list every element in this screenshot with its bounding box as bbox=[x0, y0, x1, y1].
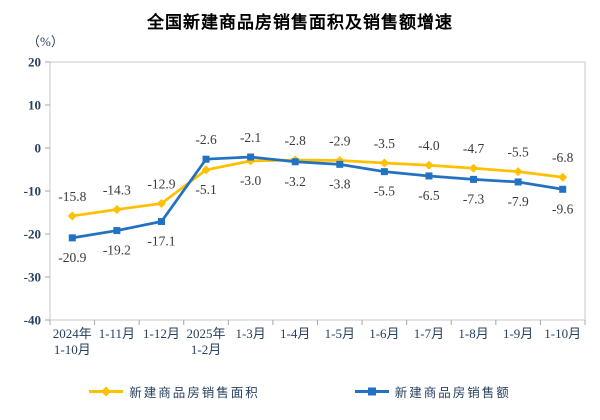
data-label: -6.5 bbox=[418, 188, 440, 203]
x-category-label: 1-5月 bbox=[325, 326, 355, 341]
x-category-label: 2024年 1-10月 bbox=[53, 326, 92, 357]
diamond-marker bbox=[558, 172, 568, 182]
square-marker bbox=[247, 153, 255, 161]
square-marker bbox=[157, 218, 165, 226]
data-label: -19.2 bbox=[103, 243, 131, 258]
x-category-label: 1-9月 bbox=[503, 326, 533, 341]
square-marker bbox=[559, 185, 567, 193]
data-label: -20.9 bbox=[58, 250, 86, 265]
data-label: -2.1 bbox=[240, 130, 261, 145]
data-label: -14.3 bbox=[103, 182, 131, 197]
square-marker bbox=[470, 175, 478, 183]
data-label: -4.7 bbox=[463, 141, 485, 156]
y-tick-label: 0 bbox=[35, 141, 42, 156]
diamond-marker bbox=[379, 158, 389, 168]
y-axis-unit-label: （%） bbox=[27, 34, 64, 49]
diamond-marker bbox=[112, 204, 122, 214]
square-marker bbox=[336, 160, 344, 168]
legend-label-sales-area: 新建商品房销售面积 bbox=[129, 385, 260, 400]
y-tick-label: -20 bbox=[24, 227, 41, 242]
x-category-label: 1-6月 bbox=[369, 326, 399, 341]
y-tick-label: -30 bbox=[24, 270, 41, 285]
square-marker bbox=[113, 227, 121, 235]
diamond-marker bbox=[201, 165, 211, 175]
data-label: -3.5 bbox=[374, 136, 396, 151]
diamond-marker bbox=[469, 163, 479, 173]
x-category-label: 1-4月 bbox=[280, 326, 310, 341]
data-label: -15.8 bbox=[58, 189, 86, 204]
x-category-label: 1-11月 bbox=[99, 326, 135, 341]
y-tick-label: -40 bbox=[24, 313, 41, 328]
y-tick-label: -10 bbox=[24, 184, 41, 199]
x-category-label: 1-10月 bbox=[544, 326, 581, 341]
x-category-label: 1-7月 bbox=[414, 326, 444, 341]
square-marker bbox=[425, 172, 433, 180]
data-label: -17.1 bbox=[147, 234, 175, 249]
data-label: -2.6 bbox=[195, 132, 217, 147]
square-marker bbox=[514, 178, 522, 186]
square-marker bbox=[291, 158, 299, 166]
legend-label-sales-amount: 新建商品房销售额 bbox=[394, 385, 511, 400]
diamond-marker bbox=[424, 160, 434, 170]
legend-item-sales-area: 新建商品房销售面积 bbox=[89, 382, 260, 401]
plot-area: 20 10 0 -10 -20 -30 -40 2024年 1-10月 1-11月 1-12月 202… bbox=[24, 55, 586, 357]
data-label: -3.8 bbox=[329, 176, 351, 191]
square-marker bbox=[380, 168, 388, 176]
diamond-marker bbox=[67, 211, 77, 221]
legend-line-diamond-icon bbox=[89, 386, 124, 396]
legend-line-square-icon bbox=[354, 387, 389, 395]
x-category-label: 1-3月 bbox=[235, 326, 265, 341]
x-category-label: 1-8月 bbox=[458, 326, 488, 341]
data-label: -5.1 bbox=[195, 182, 216, 197]
diamond-marker bbox=[156, 198, 166, 208]
diamond-marker bbox=[513, 167, 523, 177]
legend: 新建商品房销售面积 新建商品房销售额 bbox=[0, 380, 600, 402]
data-label: -2.8 bbox=[285, 133, 307, 148]
data-label: -7.9 bbox=[507, 194, 529, 209]
data-label: -5.5 bbox=[374, 184, 396, 199]
data-label: -12.9 bbox=[147, 176, 175, 191]
data-label: -3.0 bbox=[240, 173, 262, 188]
data-label: -6.8 bbox=[552, 150, 574, 165]
data-label: -3.2 bbox=[285, 174, 306, 189]
data-label: -4.0 bbox=[418, 138, 440, 153]
data-label: -2.9 bbox=[329, 133, 351, 148]
square-marker bbox=[68, 234, 76, 242]
series-line-sales-amount bbox=[72, 155, 563, 240]
series-line-sales-area bbox=[72, 158, 563, 218]
x-category-label: 1-12月 bbox=[143, 326, 180, 341]
square-marker bbox=[202, 155, 210, 163]
x-category-label: 2025年 1-2月 bbox=[187, 326, 226, 357]
y-tick-label: 20 bbox=[28, 55, 41, 70]
data-label: -5.5 bbox=[507, 145, 529, 160]
data-label: -7.3 bbox=[463, 191, 485, 206]
data-label: -9.6 bbox=[552, 201, 574, 216]
y-tick-label: 10 bbox=[28, 98, 41, 113]
chart-title: 全国新建商品房销售面积及销售额增速 bbox=[147, 13, 453, 32]
legend-item-sales-amount: 新建商品房销售额 bbox=[354, 382, 511, 401]
